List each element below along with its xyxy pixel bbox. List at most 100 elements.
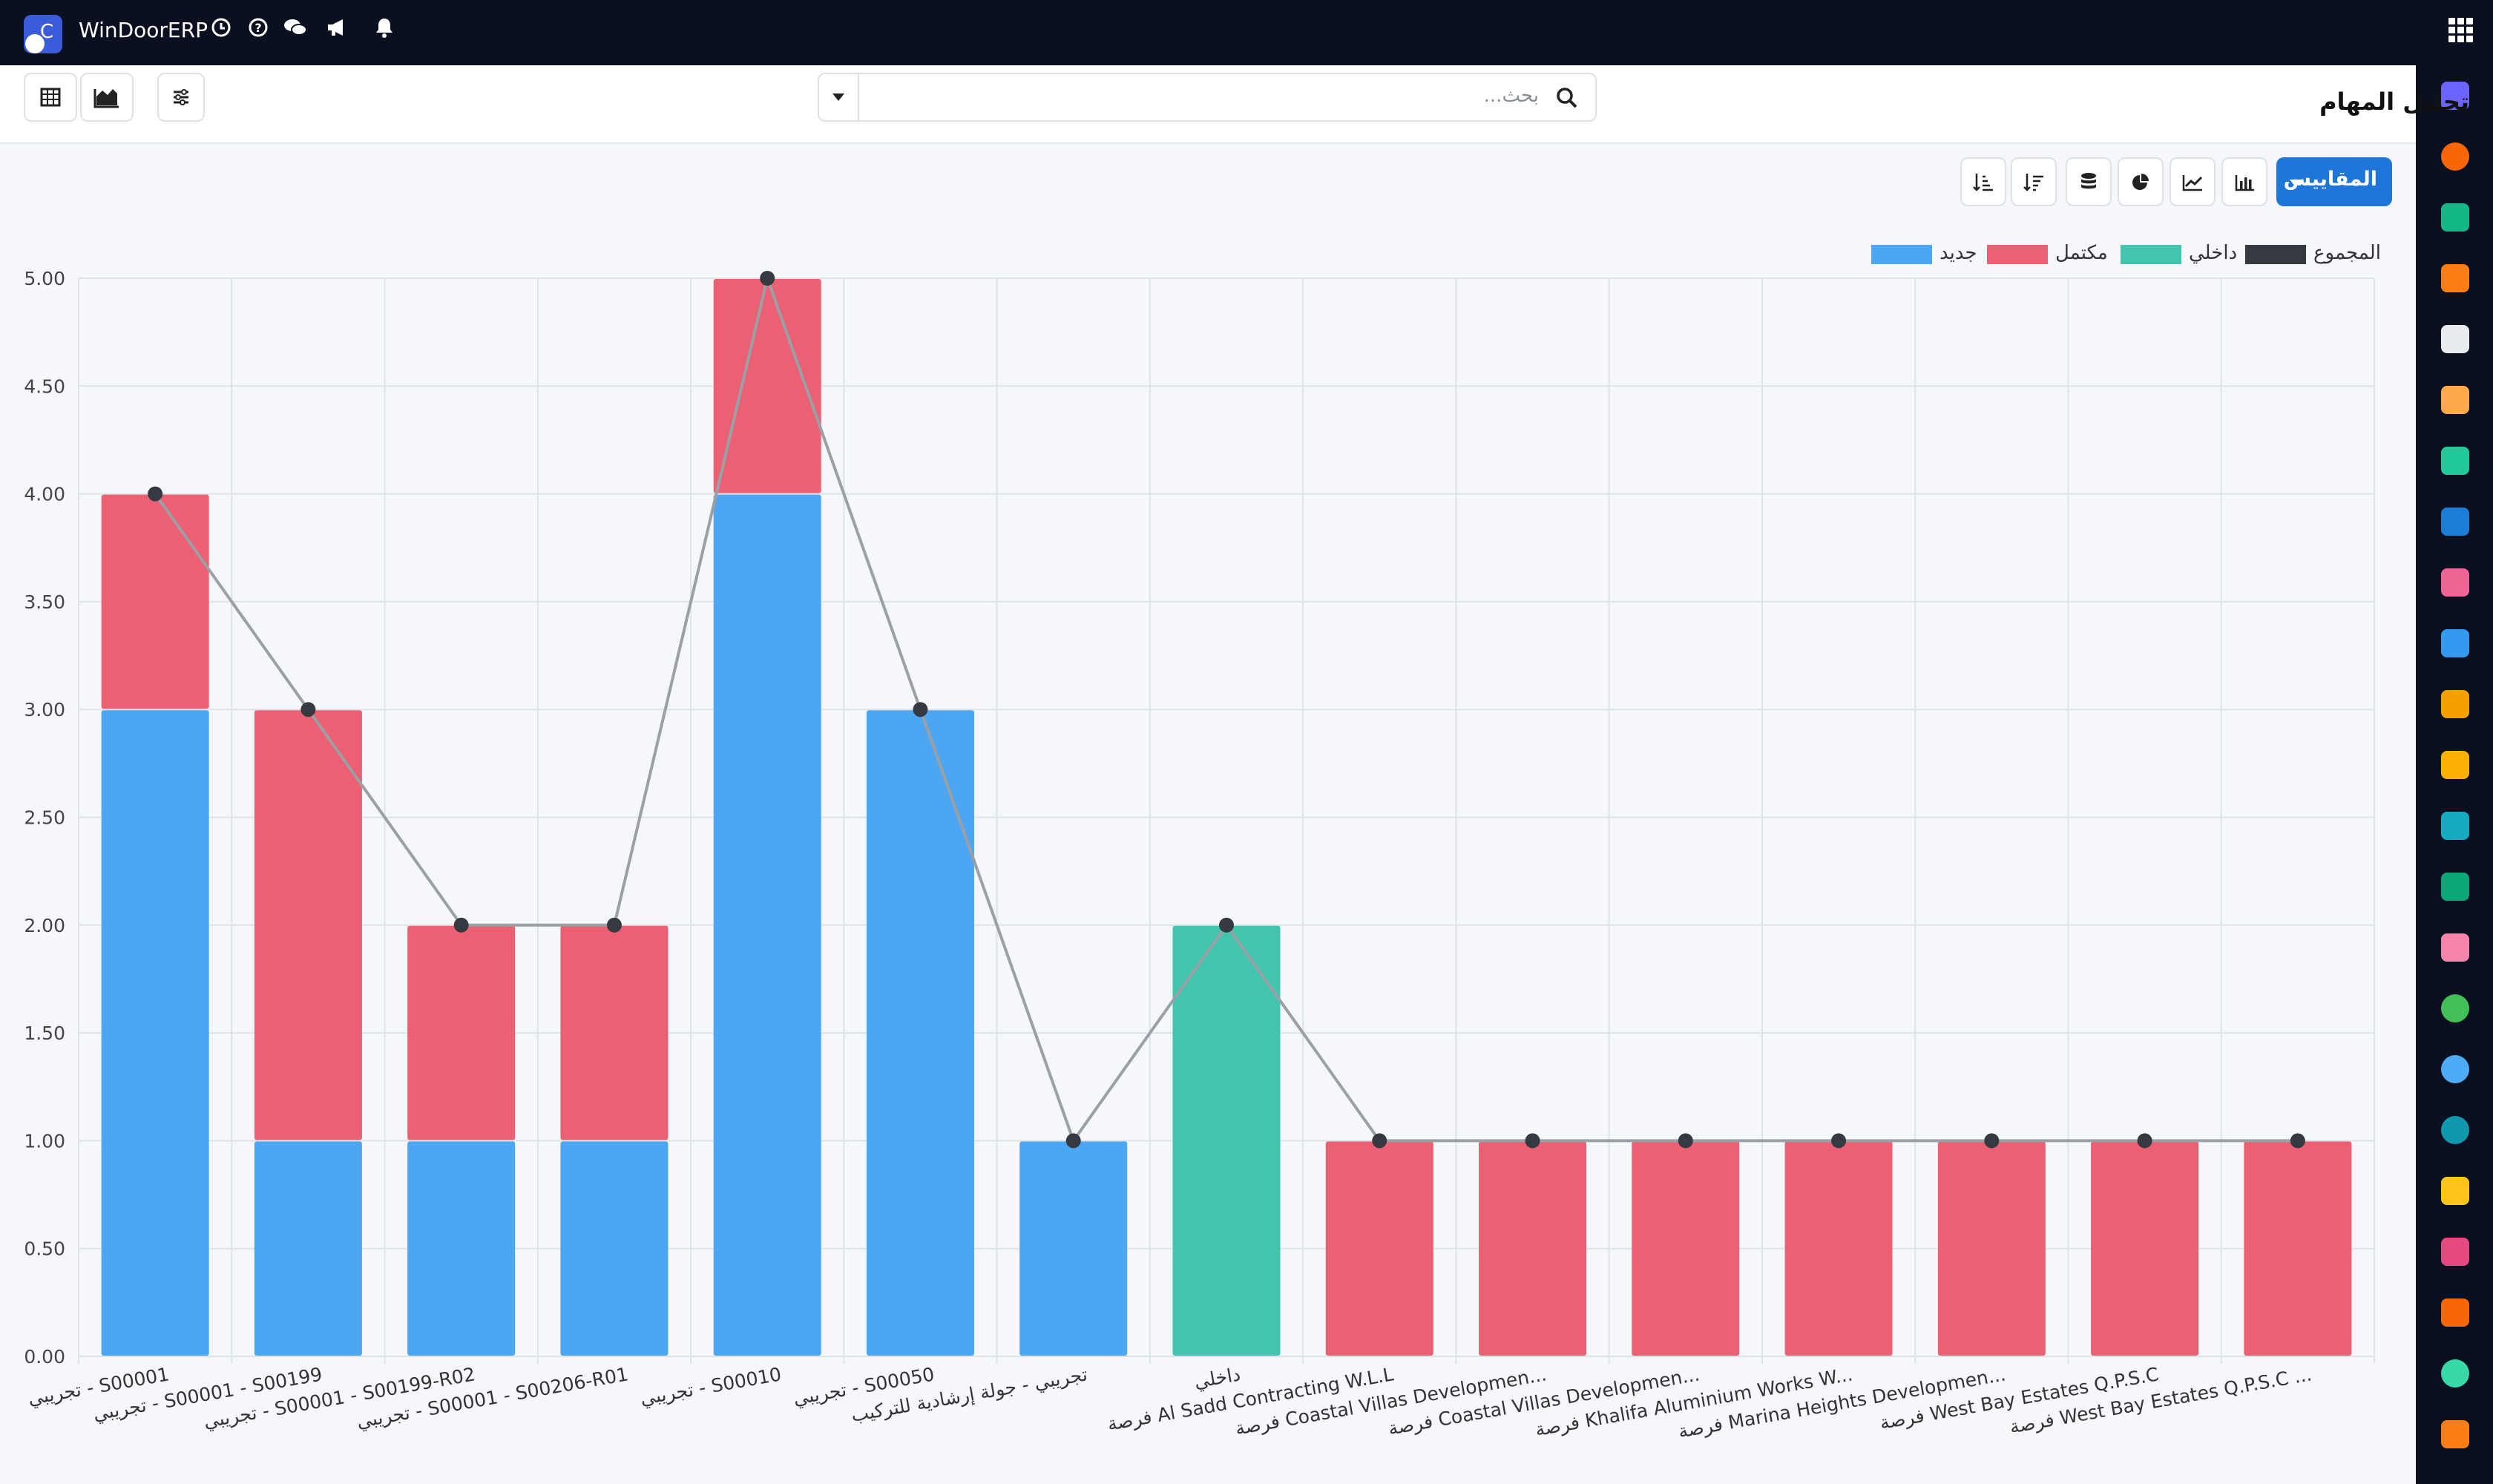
search-placeholder[interactable]: بحث... — [1483, 85, 1539, 107]
sort-ascending-icon — [1973, 174, 1993, 191]
y-tick-label: 3.50 — [24, 591, 65, 613]
graph-view-button[interactable] — [80, 73, 134, 122]
products-app-icon[interactable] — [2441, 568, 2469, 597]
total-point[interactable] — [1831, 1133, 1847, 1149]
pie-chart-icon — [2132, 174, 2149, 190]
knowledge-app-icon[interactable] — [2441, 508, 2469, 536]
total-point[interactable] — [1984, 1133, 2000, 1149]
legend-label: داخلي — [2189, 242, 2238, 264]
bar-segment[interactable] — [101, 494, 209, 709]
inventory-app-icon[interactable] — [2441, 325, 2469, 353]
total-point[interactable] — [453, 917, 469, 933]
bar-segment[interactable] — [1325, 1141, 1433, 1356]
legend-swatch — [2245, 245, 2306, 264]
payments-app-icon[interactable] — [2441, 1238, 2469, 1266]
whatsapp-app-icon[interactable] — [2441, 994, 2469, 1022]
y-tick-label: 5.00 — [24, 268, 65, 289]
y-tick-label: 2.00 — [24, 915, 65, 936]
sort-descending-icon — [2023, 174, 2043, 191]
clock-icon[interactable] — [206, 16, 236, 46]
bar-segment[interactable] — [560, 925, 669, 1140]
bar-segment[interactable] — [560, 1141, 669, 1356]
bar-segment[interactable] — [1632, 1141, 1740, 1356]
total-point[interactable] — [1678, 1133, 1693, 1149]
total-point[interactable] — [2290, 1133, 2305, 1149]
table-view-icon — [40, 88, 61, 107]
app-name[interactable]: WinDoorERP — [79, 18, 208, 42]
y-tick-label: 1.00 — [24, 1130, 65, 1152]
y-tick-label: 4.50 — [24, 375, 65, 397]
invoicing-app-icon[interactable] — [2441, 629, 2469, 657]
pie-chart-button[interactable] — [2118, 157, 2164, 206]
bar-segment[interactable] — [713, 494, 821, 1356]
website-app-icon[interactable] — [2441, 1116, 2469, 1144]
contacts-app-icon[interactable] — [2441, 873, 2469, 901]
line-chart-button[interactable] — [2170, 157, 2216, 206]
tasks-app-icon[interactable] — [2441, 447, 2469, 475]
bar-segment[interactable] — [254, 710, 362, 1140]
timer-app-icon[interactable] — [2441, 1055, 2469, 1083]
table-view-button[interactable] — [24, 73, 77, 122]
total-point[interactable] — [760, 271, 775, 286]
email-marketing-app-icon[interactable] — [2441, 1177, 2469, 1205]
dashboards-app-icon[interactable] — [2441, 933, 2469, 962]
bar-segment[interactable] — [1019, 1141, 1128, 1356]
chat-icon[interactable] — [280, 16, 310, 46]
total-point[interactable] — [1065, 1133, 1081, 1149]
app-logo[interactable]: C — [24, 15, 62, 53]
total-point[interactable] — [300, 702, 316, 718]
top-navbar: C WinDoorERP ? — [0, 0, 2493, 65]
bar-segment[interactable] — [1479, 1141, 1587, 1356]
apps-grid-icon[interactable] — [2448, 18, 2474, 43]
settings-app-icon[interactable] — [2441, 1420, 2469, 1448]
total-point[interactable] — [606, 917, 622, 933]
y-tick-label: 2.50 — [24, 807, 65, 829]
bar-segment[interactable] — [407, 1141, 516, 1356]
total-point[interactable] — [2137, 1133, 2152, 1149]
measures-dropdown[interactable]: المقاييس — [2276, 157, 2392, 206]
bell-icon[interactable] — [369, 16, 399, 46]
sales-app-icon[interactable] — [2441, 203, 2469, 232]
employees-app-icon[interactable] — [2441, 690, 2469, 718]
filter-settings-button[interactable] — [157, 73, 205, 122]
legend-label: مكتمل — [2055, 242, 2108, 264]
sort-descending-button[interactable] — [2011, 157, 2057, 206]
megaphone-icon[interactable] — [322, 16, 352, 46]
bar-segment[interactable] — [254, 1141, 362, 1356]
bar-chart-button[interactable] — [2221, 157, 2267, 206]
total-point[interactable] — [913, 702, 928, 718]
bar-segment[interactable] — [713, 279, 821, 493]
search-icon[interactable] — [1554, 85, 1580, 111]
total-point[interactable] — [1525, 1133, 1540, 1149]
manufacturing-app-icon[interactable] — [2441, 1298, 2469, 1327]
search-box[interactable]: بحث... — [818, 73, 1597, 122]
total-point[interactable] — [1372, 1133, 1387, 1149]
stacked-toggle-button[interactable] — [2066, 157, 2112, 206]
photos-app-icon[interactable] — [2441, 386, 2469, 414]
legend-swatch — [1871, 245, 1932, 264]
legend-label: جديد — [1939, 242, 1977, 264]
bar-segment[interactable] — [1784, 1141, 1893, 1356]
reports-app-icon[interactable] — [2441, 264, 2469, 292]
bar-segment[interactable] — [1172, 925, 1281, 1356]
total-point[interactable] — [148, 486, 163, 502]
bar-segment[interactable] — [407, 925, 516, 1140]
bar-segment[interactable] — [1937, 1141, 2046, 1356]
y-tick-label: 0.50 — [24, 1238, 65, 1260]
legend-swatch — [2121, 245, 2181, 264]
bar-segment[interactable] — [101, 710, 209, 1356]
y-tick-label: 1.50 — [24, 1022, 65, 1044]
sort-ascending-button[interactable] — [1960, 157, 2006, 206]
search-options-dropdown[interactable] — [819, 74, 859, 120]
bar-segment[interactable] — [866, 710, 974, 1356]
bar-segment[interactable] — [2244, 1141, 2352, 1356]
total-point[interactable] — [1219, 917, 1234, 933]
bar-segment[interactable] — [2091, 1141, 2199, 1356]
discuss-app-icon[interactable] — [2441, 142, 2469, 171]
analytics-app-icon[interactable] — [2441, 1359, 2469, 1388]
help-icon[interactable]: ? — [243, 16, 273, 46]
sign-app-icon[interactable] — [2441, 812, 2469, 840]
calendar-app-icon[interactable] — [2441, 751, 2469, 779]
mail-app-icon[interactable] — [2441, 82, 2469, 110]
legend-label: المجموع — [2313, 242, 2381, 264]
